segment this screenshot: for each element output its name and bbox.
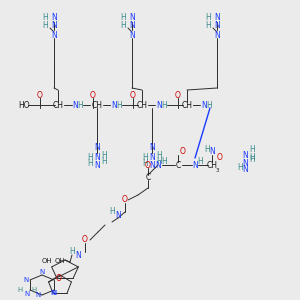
Text: H: H [205, 20, 211, 29]
Text: H: H [161, 100, 167, 109]
Text: N: N [209, 148, 215, 157]
Text: H: H [237, 163, 243, 172]
Text: N: N [149, 154, 155, 163]
Text: H: H [249, 146, 255, 154]
Text: O: O [56, 274, 62, 283]
Text: H: H [87, 154, 93, 163]
Text: H: H [42, 14, 48, 22]
Text: N: N [24, 291, 29, 297]
Text: O: O [90, 91, 96, 100]
Text: O: O [175, 91, 181, 100]
Text: H: H [77, 100, 83, 109]
Text: H: H [101, 158, 107, 166]
Text: N: N [214, 31, 220, 40]
Text: CH: CH [182, 100, 193, 109]
Text: O: O [180, 148, 186, 157]
Text: N: N [129, 14, 135, 22]
Text: N: N [201, 100, 207, 109]
Text: N: N [23, 277, 28, 283]
Text: O: O [130, 91, 136, 100]
Text: CH: CH [92, 100, 103, 109]
Text: N: N [72, 100, 78, 109]
Text: N: N [214, 14, 220, 22]
Text: H: H [17, 287, 22, 293]
Text: H: H [142, 160, 148, 169]
Text: H: H [142, 154, 148, 163]
Text: N: N [242, 158, 248, 167]
Text: O: O [122, 196, 128, 205]
Text: N: N [94, 160, 100, 169]
Text: H: H [87, 160, 93, 169]
Text: N: N [129, 31, 135, 40]
Text: N: N [50, 290, 56, 296]
Text: 3: 3 [215, 167, 219, 172]
Text: H: H [206, 100, 212, 109]
Text: N: N [192, 160, 198, 169]
Text: H: H [161, 158, 167, 166]
Text: O: O [217, 154, 223, 163]
Text: N: N [94, 154, 100, 163]
Text: H: H [205, 14, 211, 22]
Text: N: N [115, 211, 121, 220]
Text: N: N [94, 143, 100, 152]
Text: C: C [146, 173, 151, 182]
Text: N: N [111, 100, 117, 109]
Text: CH: CH [52, 100, 64, 109]
Text: H: H [109, 208, 115, 217]
Text: O: O [82, 236, 88, 244]
Text: N: N [129, 20, 135, 29]
Text: OH: OH [54, 258, 65, 264]
Text: H: H [101, 151, 107, 160]
Text: N: N [149, 160, 155, 169]
Text: H: H [204, 145, 210, 154]
Text: H: H [120, 20, 126, 29]
Text: H: H [116, 100, 122, 109]
Text: HO: HO [18, 100, 30, 109]
Text: N: N [155, 160, 161, 169]
Text: N: N [149, 143, 155, 152]
Text: N: N [75, 250, 81, 260]
Text: H: H [249, 155, 255, 164]
Text: N: N [51, 31, 57, 40]
Text: N: N [39, 269, 45, 275]
Text: CH: CH [206, 160, 218, 169]
Text: C: C [176, 160, 181, 169]
Text: O: O [145, 160, 151, 169]
Text: H: H [249, 152, 255, 161]
Text: CH: CH [136, 100, 148, 109]
Text: OH: OH [41, 258, 52, 264]
Text: N: N [51, 20, 57, 29]
Text: H: H [69, 248, 75, 256]
Text: N: N [52, 290, 57, 296]
Text: H: H [156, 151, 162, 160]
Text: N: N [214, 20, 220, 29]
Text: N: N [242, 151, 248, 160]
Text: N: N [156, 100, 162, 109]
Text: H: H [31, 287, 37, 293]
Text: O: O [37, 91, 43, 100]
Text: H: H [120, 14, 126, 22]
Text: H: H [156, 158, 162, 166]
Text: N: N [35, 292, 40, 298]
Text: H: H [42, 20, 48, 29]
Text: N: N [51, 14, 57, 22]
Text: N: N [242, 166, 248, 175]
Text: H: H [197, 158, 203, 166]
